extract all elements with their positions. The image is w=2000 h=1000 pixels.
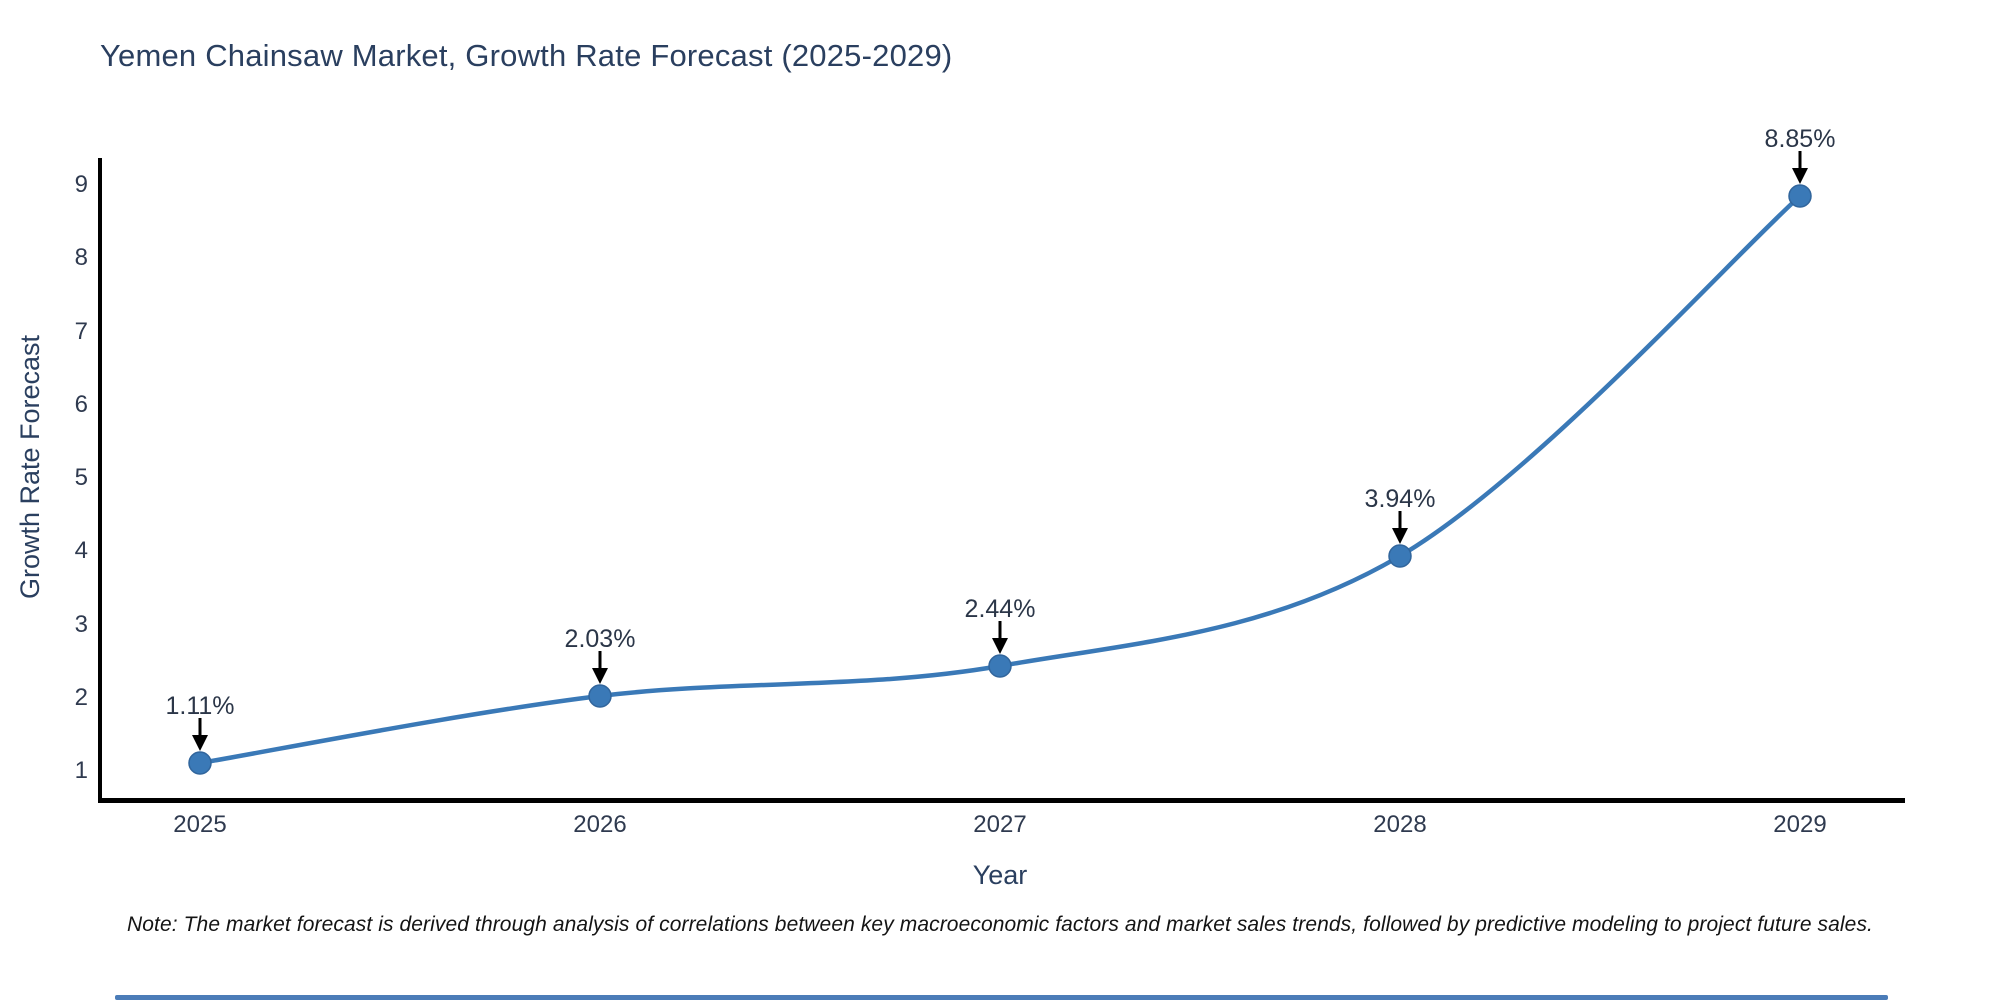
annotation-arrow [592, 651, 608, 684]
y-tick-label: 7 [74, 318, 88, 345]
x-tick-label: 2027 [973, 811, 1027, 838]
data-point-marker [1388, 544, 1412, 568]
y-tick-label: 6 [74, 391, 88, 418]
data-label: 3.94% [1364, 485, 1436, 513]
annotation-arrow [1392, 511, 1408, 544]
annotation-arrow [1792, 151, 1808, 184]
data-label: 8.85% [1764, 125, 1836, 153]
y-tick-label: 4 [74, 537, 88, 564]
trend-line [197, 193, 1803, 766]
data-label: 1.11% [165, 692, 235, 720]
x-tick-label: 2026 [573, 811, 627, 838]
y-tick-label: 9 [74, 171, 88, 198]
annotation-arrow [192, 718, 208, 751]
x-tick-label: 2029 [1773, 811, 1827, 838]
y-tick-label: 3 [74, 611, 88, 638]
x-axis-title: Year [972, 860, 1028, 890]
annotation-arrow [992, 621, 1008, 654]
chart-title: Yemen Chainsaw Market, Growth Rate Forec… [100, 38, 953, 73]
data-point-marker [188, 751, 212, 775]
footnote: Note: The market forecast is derived thr… [127, 913, 1873, 936]
x-tick-label: 2028 [1373, 811, 1427, 838]
y-tick-label: 1 [74, 757, 88, 784]
data-label: 2.44% [964, 595, 1036, 623]
y-tick-label: 5 [74, 464, 88, 491]
data-label: 2.03% [564, 625, 636, 653]
y-tick-label: 8 [74, 244, 88, 271]
data-point-marker [588, 684, 612, 708]
y-tick-label: 2 [74, 684, 88, 711]
bottom-scrollbar[interactable] [115, 995, 1888, 1000]
data-point-marker [1788, 184, 1812, 208]
y-axis-line [98, 158, 102, 803]
y-axis-title: Growth Rate Forecast [15, 334, 45, 600]
x-tick-label: 2025 [173, 811, 227, 838]
x-axis-line [98, 798, 1905, 803]
data-point-marker [988, 654, 1012, 678]
